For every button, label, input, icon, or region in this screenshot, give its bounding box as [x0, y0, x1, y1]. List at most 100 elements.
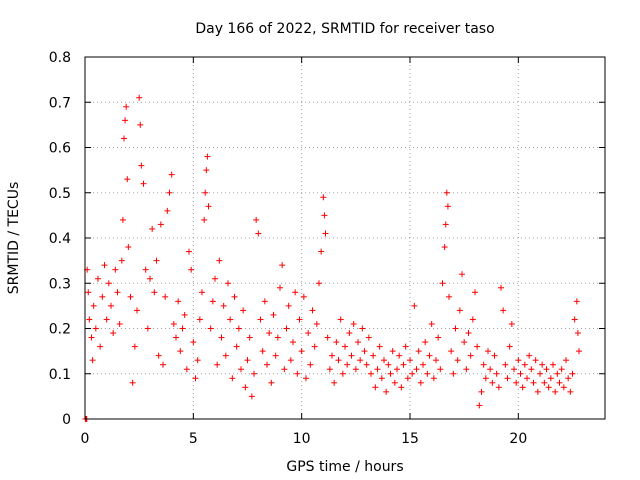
data-point [149, 225, 156, 232]
data-point [443, 189, 450, 196]
data-point [472, 289, 478, 296]
data-point [482, 375, 489, 382]
data-point [498, 284, 504, 291]
data-point [452, 325, 459, 332]
data-point [550, 361, 556, 368]
data-point [192, 375, 199, 382]
y-tick-label: 0.6 [49, 141, 71, 157]
data-point [177, 348, 184, 355]
data-point [134, 307, 140, 314]
data-point [316, 280, 322, 287]
data-point [170, 320, 177, 327]
data-point [105, 280, 112, 287]
data-point [131, 343, 138, 350]
data-point [222, 352, 229, 359]
data-point [526, 352, 533, 359]
data-point [370, 352, 377, 359]
data-point [153, 257, 160, 264]
data-point [164, 207, 171, 214]
data-point [160, 361, 166, 368]
data-point [485, 348, 491, 355]
data-point [279, 262, 286, 269]
data-point [342, 343, 348, 350]
data-point [112, 266, 119, 273]
data-point [442, 221, 449, 228]
data-point [545, 384, 552, 391]
data-point [303, 375, 309, 382]
y-tick-label: 0.3 [49, 276, 71, 292]
data-point [270, 311, 277, 318]
data-point [426, 352, 433, 359]
data-point [127, 293, 134, 300]
data-point [459, 271, 465, 278]
data-point [166, 189, 173, 196]
data-point [227, 316, 234, 323]
data-point [329, 352, 335, 359]
x-tick-label: 10 [293, 431, 311, 447]
data-point [495, 384, 502, 391]
data-point [179, 325, 186, 332]
data-point [441, 244, 448, 251]
data-point [122, 117, 129, 124]
data-point [235, 325, 242, 332]
data-point [277, 284, 283, 291]
data-point [168, 171, 175, 178]
data-point [268, 379, 275, 386]
data-point [435, 334, 442, 341]
data-point [101, 262, 108, 269]
data-point [424, 370, 431, 377]
data-point [387, 370, 394, 377]
data-point [318, 248, 325, 255]
data-point [123, 103, 130, 110]
y-tick-label: 0.7 [49, 95, 71, 111]
data-point [196, 316, 203, 323]
data-point [363, 361, 370, 368]
y-axis-label: SRMTID / TECUs [6, 182, 22, 295]
data-point [476, 402, 483, 409]
data-point [240, 307, 247, 314]
data-point [543, 366, 550, 373]
data-point [469, 316, 476, 323]
data-point [552, 388, 559, 395]
data-point [331, 379, 338, 386]
data-point [186, 248, 192, 255]
data-point [337, 316, 344, 323]
data-point [85, 289, 92, 296]
data-point [108, 302, 114, 309]
data-point [368, 370, 374, 377]
data-point [246, 334, 253, 341]
y-tick-label: 0.5 [49, 186, 71, 202]
data-point [417, 379, 424, 386]
data-point [517, 370, 524, 377]
data-point [565, 375, 572, 382]
data-point [491, 352, 498, 359]
data-point [573, 298, 580, 305]
data-point [504, 375, 511, 382]
data-point [357, 357, 364, 364]
data-point [537, 370, 543, 377]
data-point [530, 379, 537, 386]
data-point [125, 244, 132, 251]
data-point [140, 180, 147, 187]
data-point [571, 316, 578, 323]
data-point [511, 366, 517, 373]
data-point [547, 375, 554, 382]
data-point [532, 357, 539, 364]
data-point [110, 330, 117, 337]
data-point [264, 361, 270, 368]
data-point [244, 357, 251, 364]
data-point [188, 266, 195, 273]
data-point [183, 366, 190, 373]
data-point [383, 388, 390, 395]
data-point [204, 153, 211, 160]
data-point [467, 352, 474, 359]
data-point [346, 330, 353, 337]
data-point [205, 203, 212, 210]
data-point [321, 212, 328, 219]
data-point [238, 366, 244, 373]
data-point [508, 320, 515, 327]
data-point [374, 366, 381, 373]
data-point [513, 379, 520, 386]
data-point [500, 307, 507, 314]
x-tick-label: 5 [189, 431, 198, 447]
